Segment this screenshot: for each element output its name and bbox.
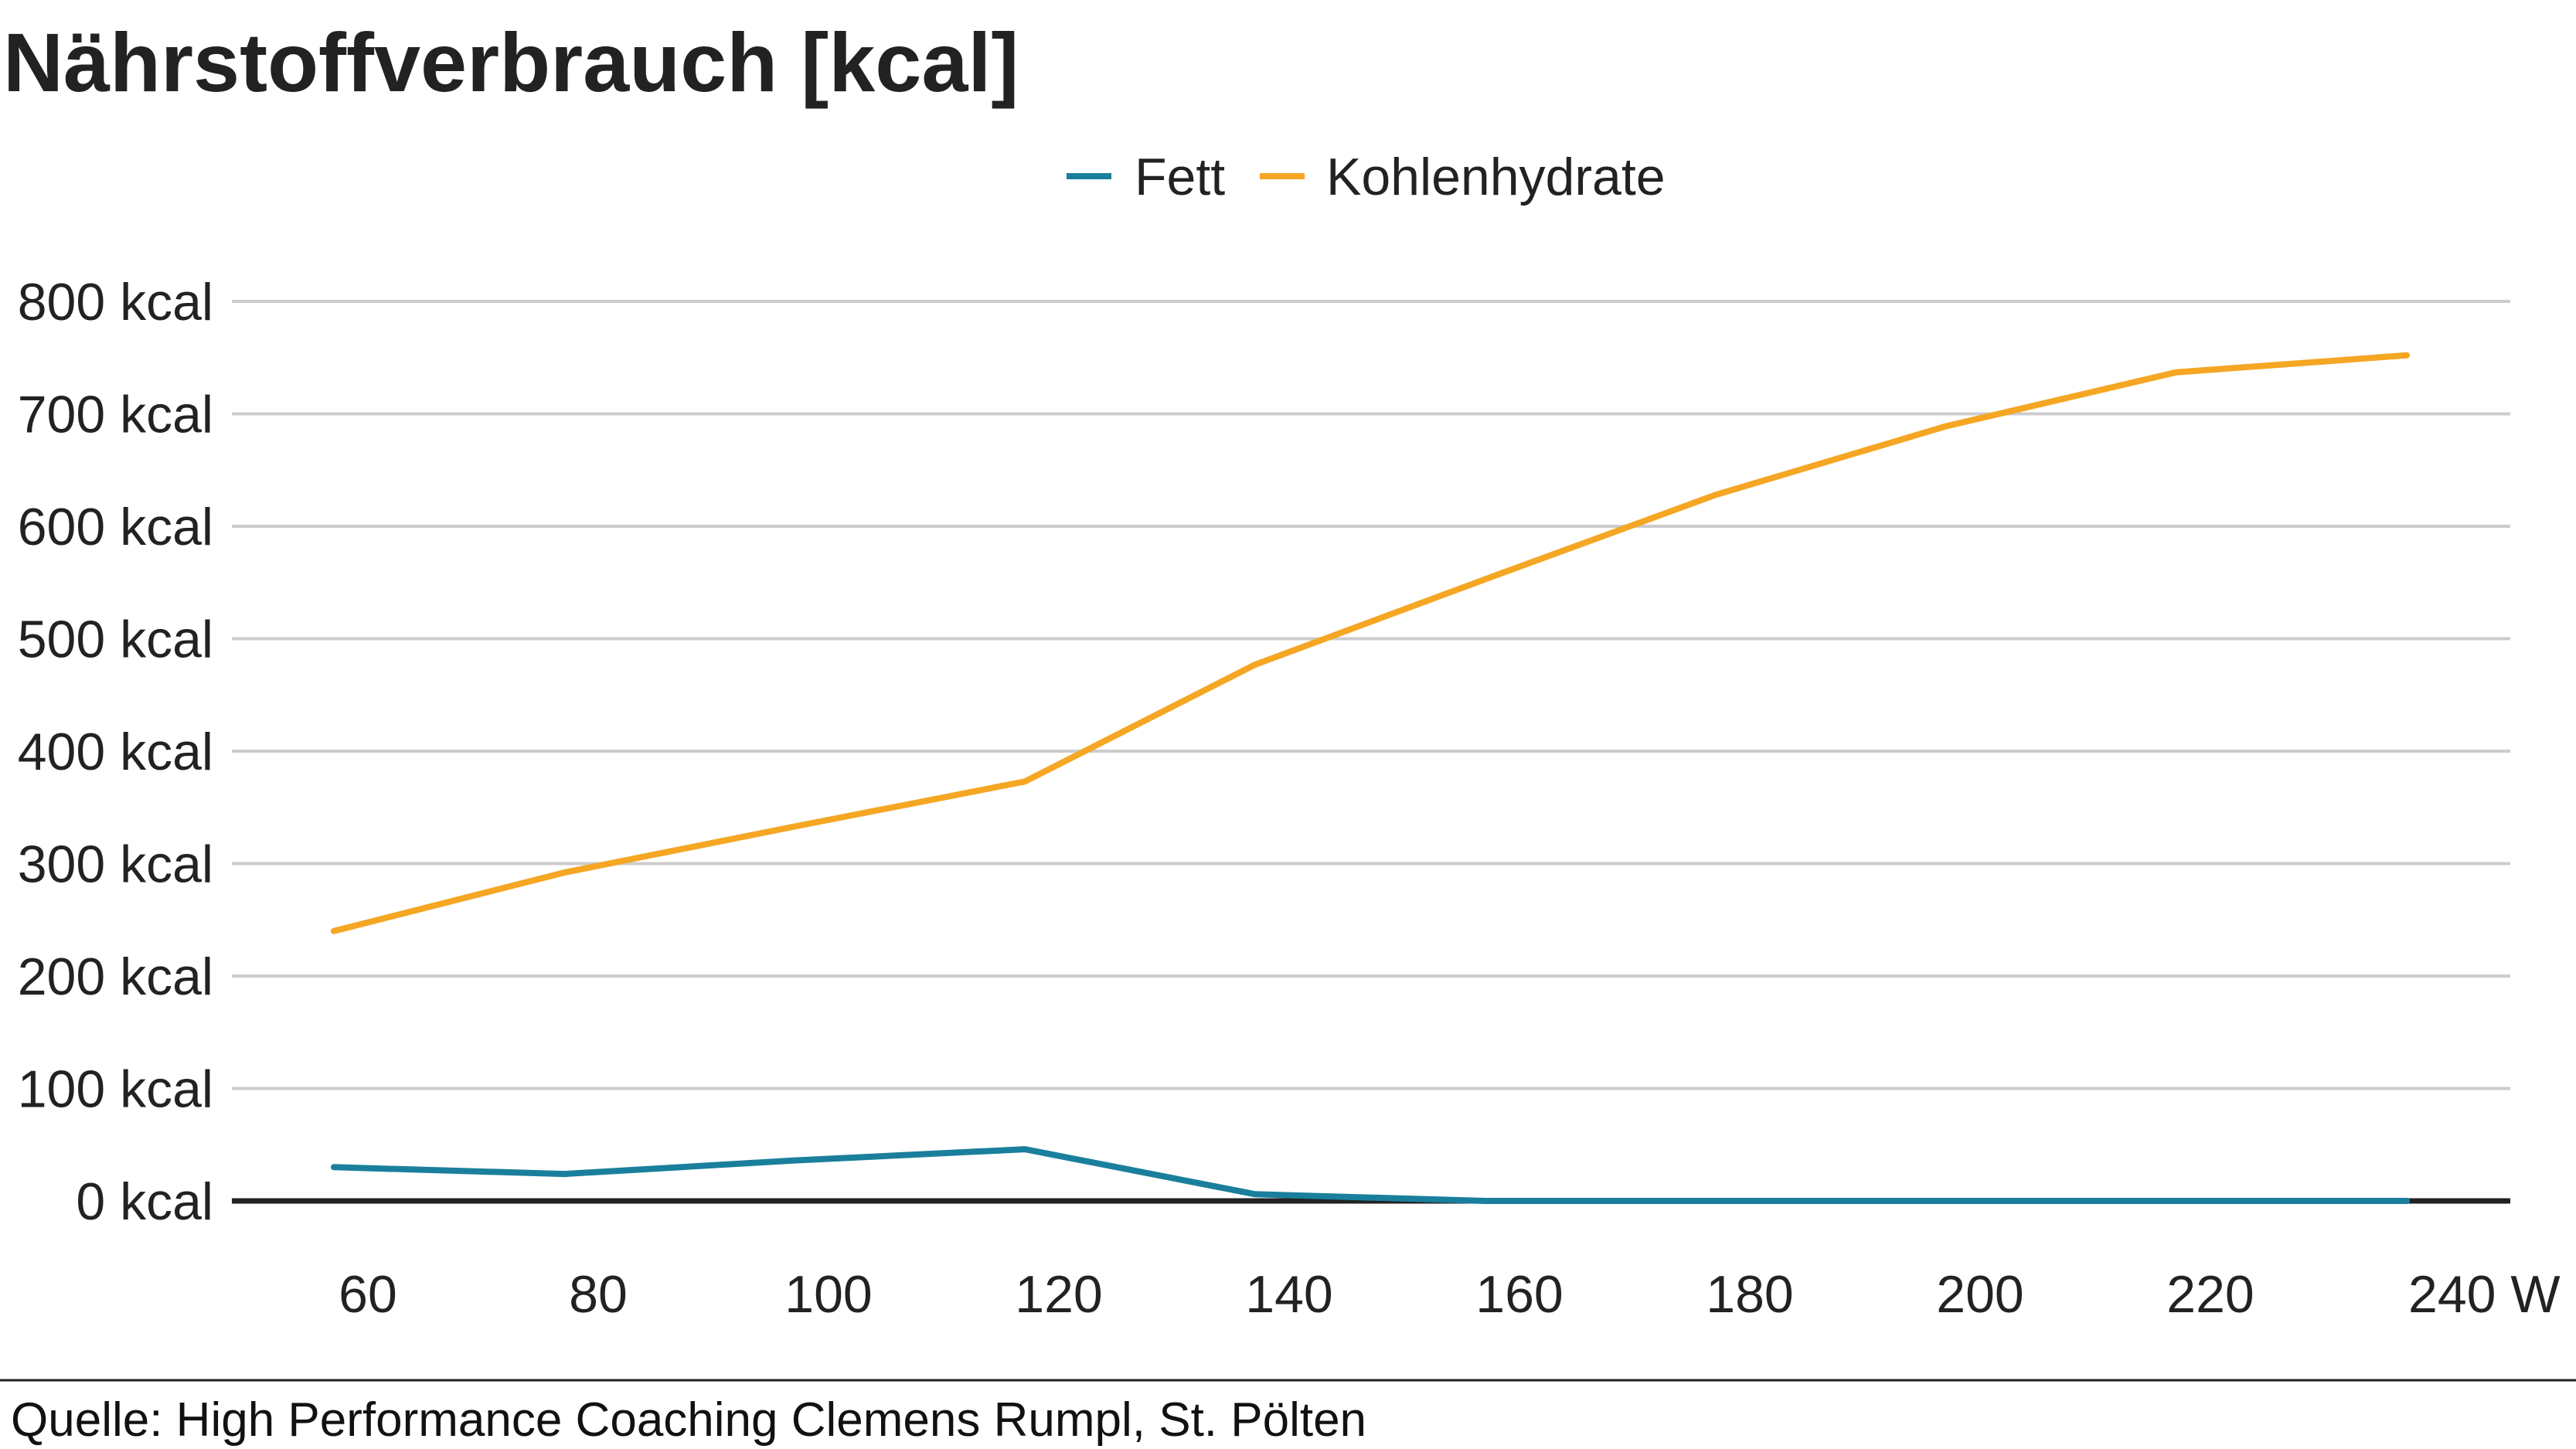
- x-tick-label: 140: [1245, 1265, 1332, 1324]
- y-tick-label: 0 kcal: [76, 1172, 213, 1231]
- x-tick-label: 220: [2166, 1265, 2254, 1324]
- x-tick-label: 180: [1706, 1265, 1793, 1324]
- y-tick-label: 800 kcal: [18, 273, 213, 332]
- y-tick-label: 200 kcal: [18, 947, 213, 1006]
- legend-label-kohlenhydrate: Kohlenhydrate: [1326, 148, 1666, 206]
- x-tick-label: 80: [569, 1265, 628, 1324]
- series-line-fett: [331, 1146, 2410, 1204]
- y-tick-label: 500 kcal: [18, 611, 213, 669]
- y-tick-label: 300 kcal: [18, 835, 213, 894]
- x-tick-label: 60: [339, 1265, 397, 1324]
- series-lines: [331, 352, 2410, 1204]
- y-tick-label: 600 kcal: [18, 498, 213, 556]
- source-note: Quelle: High Performance Coaching Clemen…: [11, 1393, 1366, 1447]
- x-tick-label: 160: [1475, 1265, 1563, 1324]
- x-tick-label: 100: [784, 1265, 872, 1324]
- chart-title: Nährstoffverbrauch [kcal]: [3, 15, 1019, 109]
- y-tick-label: 700 kcal: [18, 386, 213, 444]
- x-tick-label: 240 W: [2408, 1265, 2561, 1324]
- series-line-kohlenhydrate: [331, 352, 2410, 934]
- y-tick-label: 400 kcal: [18, 723, 213, 781]
- legend: Fett Kohlenhydrate: [1067, 148, 1666, 206]
- y-tick-label: 100 kcal: [18, 1060, 213, 1119]
- legend-label-fett: Fett: [1135, 148, 1225, 206]
- y-axis-ticks: 0 kcal 100 kcal 200 kcal 300 kcal 400 kcal 50…: [18, 273, 213, 1231]
- x-tick-label: 200: [1936, 1265, 2023, 1324]
- grid-lines: [232, 300, 2510, 1204]
- x-tick-label: 120: [1015, 1265, 1102, 1324]
- x-axis-ticks: 60 80 100 120 140 160 180 200 220 240 W: [339, 1265, 2560, 1324]
